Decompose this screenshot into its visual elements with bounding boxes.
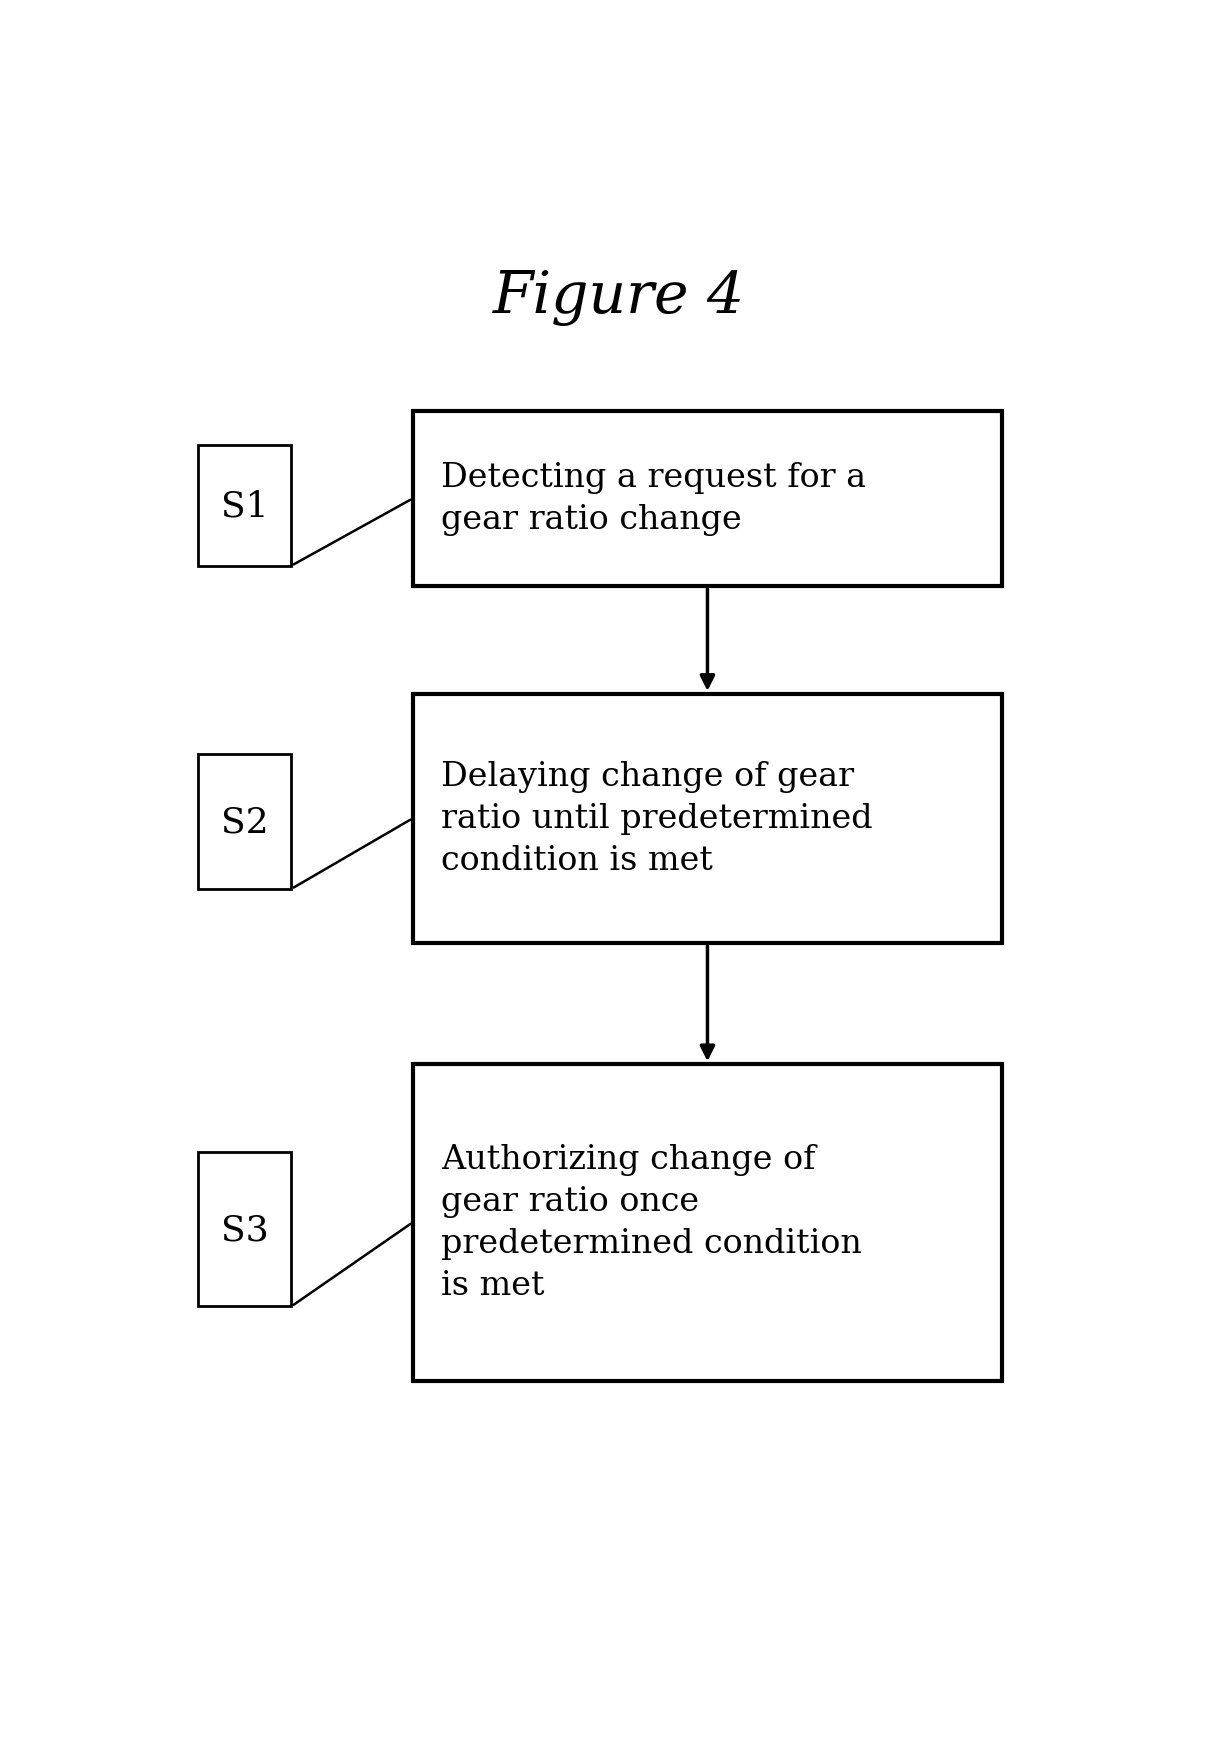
Text: Delaying change of gear
ratio until predetermined
condition is met: Delaying change of gear ratio until pred… — [441, 760, 873, 877]
Text: Authorizing change of
gear ratio once
predetermined condition
is met: Authorizing change of gear ratio once pr… — [441, 1143, 862, 1302]
Text: S3: S3 — [221, 1213, 268, 1246]
Bar — [413, 411, 1002, 587]
Text: S1: S1 — [221, 489, 268, 523]
Bar — [198, 1152, 291, 1308]
Text: Figure 4: Figure 4 — [492, 269, 745, 325]
Bar — [198, 755, 291, 890]
Text: S2: S2 — [221, 806, 268, 839]
Text: Detecting a request for a
gear ratio change: Detecting a request for a gear ratio cha… — [441, 461, 865, 537]
Bar — [413, 1065, 1002, 1381]
Bar — [413, 694, 1002, 944]
Bar — [198, 446, 291, 566]
